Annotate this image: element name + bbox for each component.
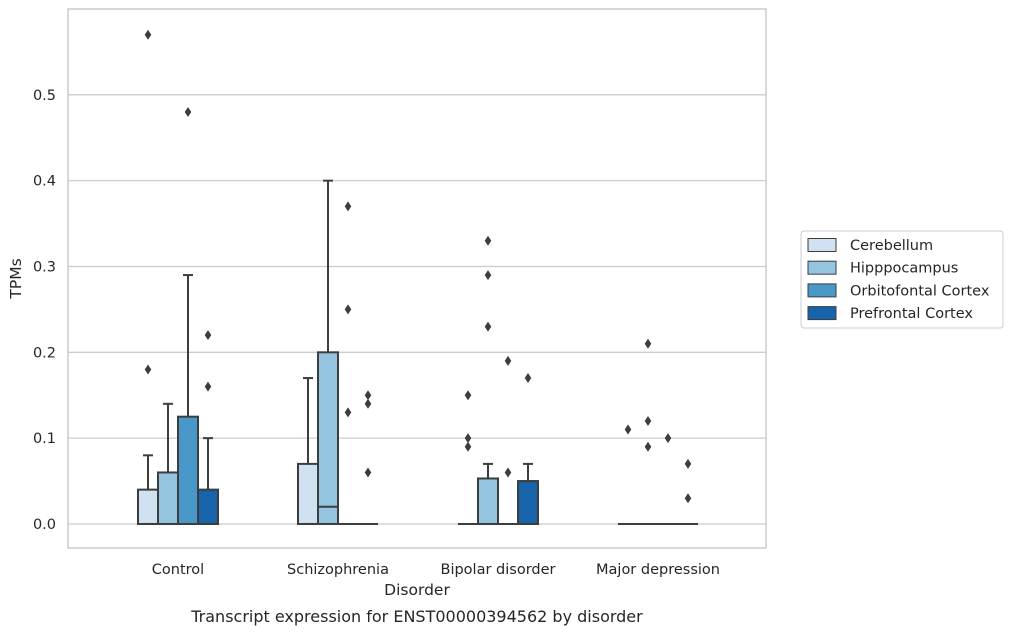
outlier-point xyxy=(464,441,472,452)
x-tick-label: Control xyxy=(152,562,204,578)
legend-swatch xyxy=(807,306,837,321)
outlier-point xyxy=(144,364,152,375)
box-body xyxy=(137,488,159,525)
box-cerebellum xyxy=(458,390,478,525)
x-tick-label: Bipolar disorder xyxy=(441,562,556,578)
outlier-point xyxy=(504,467,512,478)
outlier-point xyxy=(664,433,672,444)
legend-label: Orbitofontal Cortex xyxy=(850,283,990,299)
outlier-point xyxy=(644,441,652,452)
box-cerebellum xyxy=(297,377,319,525)
legend-swatch xyxy=(807,238,837,252)
y-tick-label: 0.1 xyxy=(33,431,56,447)
legend-swatch xyxy=(807,260,837,275)
legend-label: Hipppocampus xyxy=(850,261,958,277)
gridlines xyxy=(68,94,766,525)
outlier-point xyxy=(464,390,472,401)
plot-area-frame xyxy=(67,8,767,549)
legend: Cerebellum Hipppocampus Orbitofontal Corte… xyxy=(800,230,1004,329)
outlier-point xyxy=(364,398,372,409)
box-body xyxy=(477,477,499,525)
outlier-point xyxy=(504,355,512,366)
box-cerebellum xyxy=(618,424,638,525)
outlier-point xyxy=(484,235,492,246)
legend-frame xyxy=(800,230,1004,329)
y-tick-label: 0.3 xyxy=(33,259,56,275)
box-prefrontal-cortex xyxy=(517,373,539,525)
x-axis-ticks: Control Schizophrenia Bipolar disorder Majo… xyxy=(152,562,720,578)
box-orbitofontal-cortex xyxy=(498,355,518,525)
box-body xyxy=(517,480,539,525)
x-tick-label: Schizophrenia xyxy=(287,562,389,578)
y-tick-label: 0.5 xyxy=(33,88,56,104)
box-orbitofontal-cortex xyxy=(658,433,678,525)
box-body xyxy=(157,471,179,525)
outlier-point xyxy=(184,106,192,117)
outlier-point xyxy=(364,390,372,401)
chart-caption: Transcript expression for ENST0000039456… xyxy=(190,607,643,626)
outlier-point xyxy=(684,493,692,504)
box-hipppocampus xyxy=(317,179,339,525)
outlier-point xyxy=(204,330,212,341)
box-orbitofontal-cortex xyxy=(177,106,199,525)
box-hipppocampus xyxy=(638,338,658,525)
outlier-point xyxy=(644,415,652,426)
legend-label: Cerebellum xyxy=(850,238,933,254)
outlier-point xyxy=(364,467,372,478)
x-axis-label: Disorder xyxy=(384,581,450,599)
box-hipppocampus xyxy=(477,235,499,525)
y-tick-label: 0.2 xyxy=(33,345,56,361)
box-hipppocampus xyxy=(157,402,179,525)
y-tick-label: 0.0 xyxy=(33,517,56,533)
legend-items: Cerebellum Hipppocampus Orbitofontal Corte… xyxy=(807,238,990,322)
outlier-point xyxy=(344,407,352,418)
outlier-point xyxy=(344,304,352,315)
outlier-point xyxy=(484,270,492,281)
box-body xyxy=(197,488,219,525)
outlier-point xyxy=(524,373,532,384)
legend-label: Prefrontal Cortex xyxy=(850,306,973,322)
box-prefrontal-cortex xyxy=(197,330,219,525)
y-tick-label: 0.4 xyxy=(33,174,56,190)
outlier-point xyxy=(204,381,212,392)
box-cerebellum xyxy=(137,29,159,525)
box-body xyxy=(297,462,319,525)
outlier-point xyxy=(344,201,352,212)
box-body xyxy=(317,351,339,525)
box-body xyxy=(177,415,199,525)
boxes xyxy=(137,29,698,525)
legend-swatch xyxy=(807,283,837,298)
box-prefrontal-cortex xyxy=(358,390,378,525)
box-prefrontal-cortex xyxy=(678,458,698,525)
y-axis-label: TPMs xyxy=(7,258,25,299)
outlier-point xyxy=(464,433,472,444)
box-orbitofontal-cortex xyxy=(338,201,358,525)
outlier-point xyxy=(144,29,152,40)
outlier-point xyxy=(624,424,632,435)
x-tick-label: Major depression xyxy=(596,562,720,578)
outlier-point xyxy=(644,338,652,349)
outlier-point xyxy=(484,321,492,332)
outlier-point xyxy=(684,458,692,469)
y-axis-ticks: 0.0 0.1 0.2 0.3 0.4 0.5 xyxy=(33,88,56,533)
